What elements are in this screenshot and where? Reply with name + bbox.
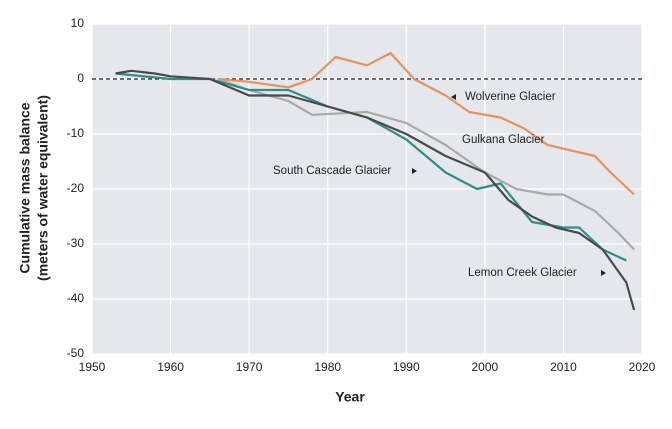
y-tick-label: -10 bbox=[67, 126, 85, 140]
label-arrow bbox=[451, 94, 456, 100]
x-tick-label: 1950 bbox=[79, 360, 106, 374]
series-label: Gulkana Glacier bbox=[462, 134, 545, 146]
series-label: South Cascade Glacier bbox=[273, 165, 391, 177]
label-arrow bbox=[412, 168, 417, 174]
series-label: Wolverine Glacier bbox=[465, 91, 556, 103]
series-line bbox=[115, 69, 636, 311]
series-label: Lemon Creek Glacier bbox=[468, 267, 577, 279]
x-tick-label: 2000 bbox=[472, 360, 499, 374]
x-tick-label: 1970 bbox=[236, 360, 263, 374]
x-tick-label: 2010 bbox=[550, 360, 577, 374]
x-tick-label: 1960 bbox=[157, 360, 184, 374]
x-tick-label: 2020 bbox=[629, 360, 656, 374]
label-arrow bbox=[601, 270, 606, 276]
series-line bbox=[217, 52, 635, 196]
series-line bbox=[115, 72, 627, 262]
y-tick-label: -20 bbox=[67, 181, 85, 195]
x-axis-title: Year bbox=[335, 389, 365, 405]
y-tick-label: -40 bbox=[67, 291, 85, 305]
y-axis-title: Cumulative mass balance bbox=[17, 102, 33, 273]
y-tick-label: 10 bbox=[71, 16, 85, 30]
y-tick-label: -50 bbox=[67, 346, 85, 360]
series-line bbox=[217, 77, 635, 251]
x-tick-label: 1990 bbox=[393, 360, 420, 374]
y-axis-title: (meters of water equivalent) bbox=[35, 95, 51, 281]
y-tick-label: -30 bbox=[67, 236, 85, 250]
y-tick-label: 0 bbox=[77, 71, 84, 85]
x-tick-label: 1980 bbox=[314, 360, 341, 374]
